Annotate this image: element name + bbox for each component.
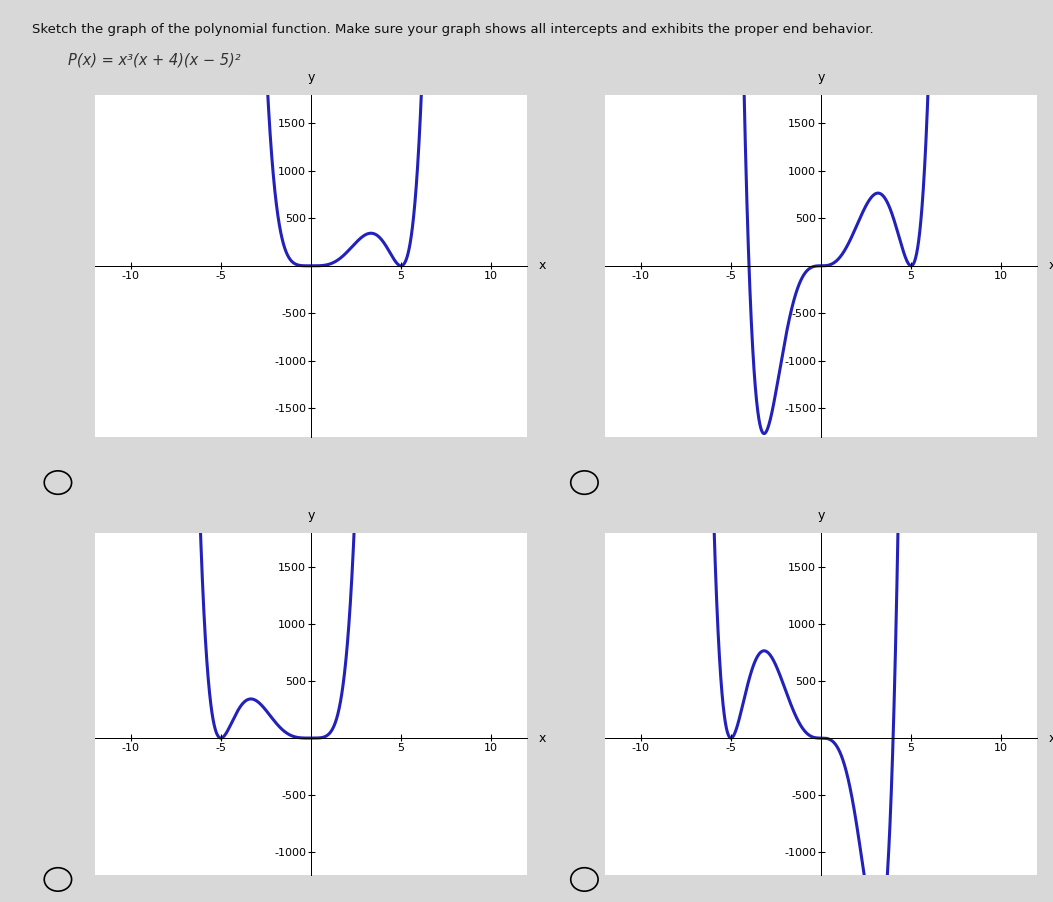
Text: x: x <box>1049 259 1053 272</box>
Text: x: x <box>538 732 545 744</box>
Text: x: x <box>538 259 545 272</box>
Text: Sketch the graph of the polynomial function. Make sure your graph shows all inte: Sketch the graph of the polynomial funct… <box>32 23 873 35</box>
Text: y: y <box>817 70 824 84</box>
Text: y: y <box>307 70 315 84</box>
Text: P(x) = x³(x + 4)(x − 5)²: P(x) = x³(x + 4)(x − 5)² <box>68 52 241 68</box>
Text: x: x <box>1049 732 1053 744</box>
Text: y: y <box>307 509 315 521</box>
Text: y: y <box>817 509 824 521</box>
